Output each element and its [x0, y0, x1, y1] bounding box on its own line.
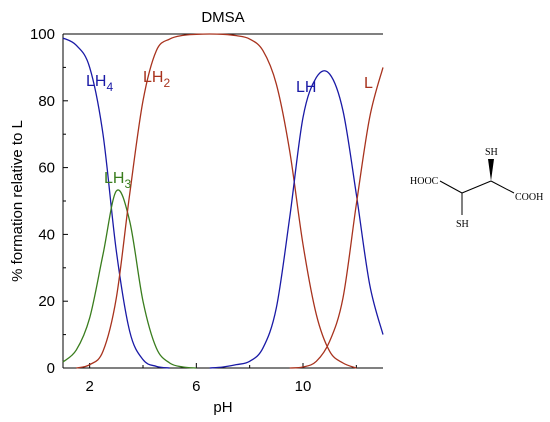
y-tick-label: 60: [38, 160, 55, 177]
structure-label-cooh: COOH: [515, 192, 543, 203]
series-line-lh2: [76, 33, 357, 369]
chart-title: DMSA: [201, 9, 244, 26]
y-axis-ticks: 0 20 40 60 80 100: [30, 26, 68, 377]
x-axis-label: pH: [213, 399, 232, 416]
x-tick-label: 6: [192, 378, 200, 395]
structure-bond-center: [461, 180, 492, 194]
series-lines: [62, 33, 384, 369]
y-tick-label: 80: [38, 93, 55, 110]
series-line-lh4: [62, 37, 170, 369]
structure-label-sh-top: SH: [485, 147, 498, 158]
series-line-lh3: [62, 189, 197, 369]
dmsa-structure: HOOC COOH SH SH: [410, 147, 543, 230]
structure-label-hooc: HOOC: [410, 176, 439, 187]
structure-bond-right: [490, 180, 515, 194]
y-axis-label: % formation relative to L: [9, 120, 26, 282]
y-tick-label: 40: [38, 226, 55, 243]
structure-wedge-bond: [488, 159, 494, 181]
structure-label-sh-bottom: SH: [456, 219, 469, 230]
series-line-l: [289, 67, 384, 369]
x-tick-label: 10: [295, 378, 312, 395]
series-label-lh4: LH4: [86, 73, 113, 94]
y-tick-label: 100: [30, 26, 55, 43]
y-tick-label: 20: [38, 293, 55, 310]
series-label-lh2: LH2: [143, 69, 170, 90]
series-label-lh: LH: [296, 79, 316, 96]
x-axis-ticks: 2 6 10: [85, 363, 357, 395]
y-tick-label: 0: [47, 360, 55, 377]
series-label-lh3: LH3: [104, 170, 131, 191]
x-tick-label: 2: [85, 378, 93, 395]
series-line-lh: [209, 70, 384, 369]
series-label-l: L: [364, 75, 373, 92]
structure-bond-left: [439, 180, 463, 194]
